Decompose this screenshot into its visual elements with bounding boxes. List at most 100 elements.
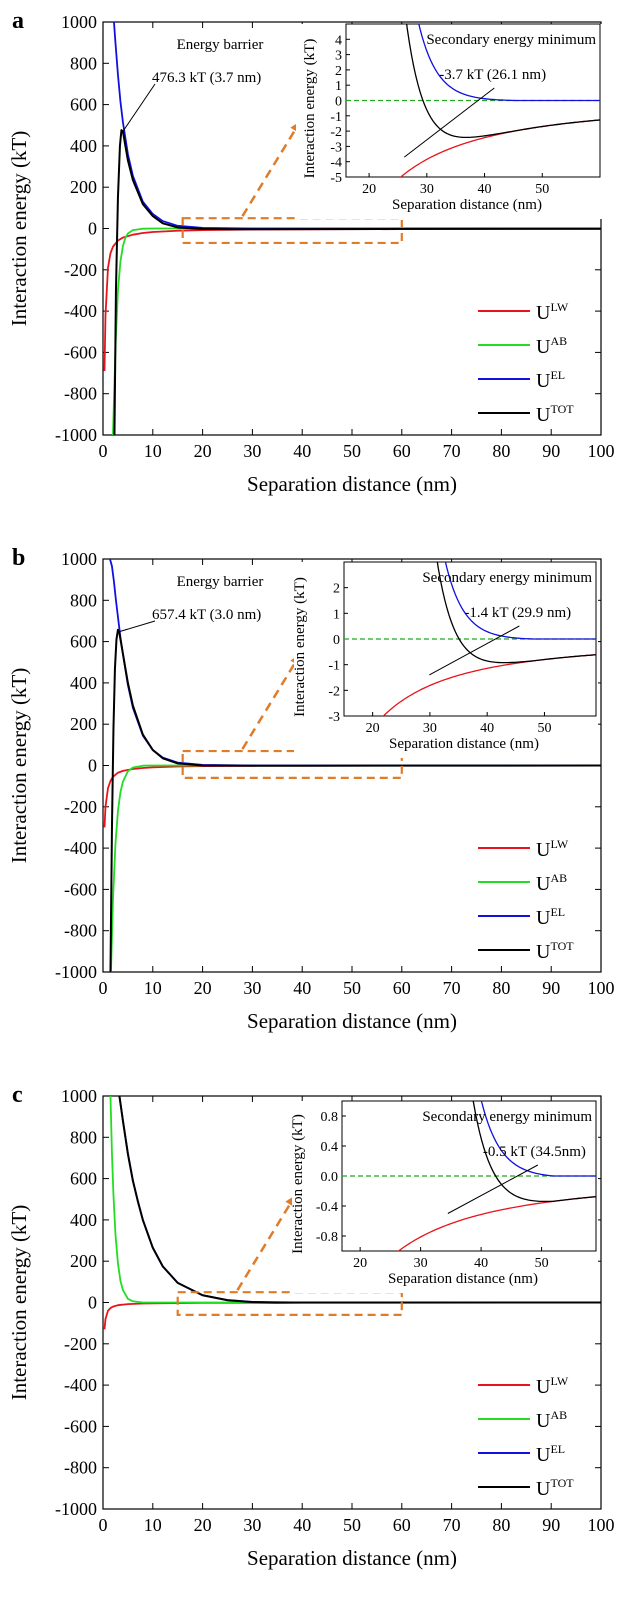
y-axis-title: Interaction energy (kT) <box>7 131 31 327</box>
inset-minimum-pointer <box>429 625 520 676</box>
inset-y-tick-label: 2 <box>333 582 340 597</box>
inset-y-tick-label: 1 <box>335 79 342 94</box>
legend-label-tot-sup: TOT <box>550 939 574 953</box>
inset-y-tick-label: 0.4 <box>321 1140 339 1155</box>
y-tick-label: 0 <box>88 219 97 239</box>
x-tick-label: 50 <box>343 1515 361 1535</box>
legend-label-ab: UAB <box>536 871 567 895</box>
x-tick-label: 10 <box>144 441 162 461</box>
x-tick-label: 20 <box>194 978 212 998</box>
inset-title-text: Secondary energy minimum <box>422 570 592 586</box>
legend-label-lw-sup: LW <box>550 1374 568 1388</box>
series-line-tot <box>113 129 601 435</box>
series-line-tot <box>109 628 601 972</box>
inset-y-tick-label: -0.8 <box>316 1230 338 1245</box>
zoom-arrow-shaft <box>241 120 302 217</box>
panel-letter: b <box>12 545 25 571</box>
x-tick-label: 100 <box>588 441 615 461</box>
zoom-region-box <box>181 217 403 245</box>
series-line-el <box>113 22 601 230</box>
zoom-arrow-shaft <box>241 653 302 750</box>
inset-x-tick-label: 20 <box>353 1256 367 1271</box>
inset-x-axis-title: Separation distance (nm) <box>389 736 539 752</box>
x-tick-label: 0 <box>99 441 108 461</box>
x-tick-label: 30 <box>243 441 261 461</box>
series-line-lw <box>103 228 601 372</box>
x-tick-label: 90 <box>542 441 560 461</box>
legend-label-ab-base: U <box>536 873 551 895</box>
inset-y-tick-label: -3 <box>328 710 340 725</box>
inset-x-tick-label: 40 <box>478 182 492 197</box>
inset-series-group <box>346 24 600 177</box>
y-tick-label: -1000 <box>55 962 97 982</box>
legend-label-ab-base: U <box>536 336 551 358</box>
x-tick-label: 30 <box>243 978 261 998</box>
legend-label-ab-sup: AB <box>550 334 567 348</box>
inset-y-tick-label: -3 <box>330 140 342 155</box>
x-tick-label: 100 <box>588 978 615 998</box>
panel-a: a0 10 20 30 40 50 60 70 80 90 10010008006004002000… <box>7 8 615 496</box>
inset-y-tick-label: 0 <box>335 95 342 110</box>
legend-label-tot-base: U <box>536 404 551 426</box>
legend-label-lw: ULW <box>536 1374 569 1398</box>
legend-label-lw-base: U <box>536 302 551 324</box>
x-axis-title: Separation distance (nm) <box>247 472 457 496</box>
x-tick-label: 80 <box>492 1515 510 1535</box>
y-tick-label: -400 <box>64 301 97 321</box>
inset-background <box>296 24 602 219</box>
x-tick-label: 10 <box>144 1515 162 1535</box>
energy-barrier-title: Energy barrier <box>177 37 264 53</box>
inset-x-tick-label: 20 <box>362 182 376 197</box>
legend-label-lw: ULW <box>536 837 569 861</box>
y-tick-label: -200 <box>64 797 97 817</box>
inset-y-tick-label: 3 <box>335 49 342 64</box>
inset-x-axis-title: Separation distance (nm) <box>388 1271 538 1287</box>
y-tick-label: -200 <box>64 1334 97 1354</box>
energy-barrier-pointer <box>118 620 156 633</box>
inset-y-tick-label: 1 <box>333 607 340 622</box>
x-tick-label: 70 <box>443 978 461 998</box>
y-tick-label: 200 <box>70 177 97 197</box>
y-tick-label: -800 <box>64 921 97 941</box>
inset-y-tick-label: 2 <box>335 64 342 79</box>
x-tick-label: 30 <box>243 1515 261 1535</box>
inset-background <box>294 562 598 758</box>
inset-background <box>292 1101 598 1293</box>
series-group <box>103 559 601 972</box>
legend-label-ab-sup: AB <box>550 871 567 885</box>
zoom-region-box <box>181 749 403 779</box>
legend-label-lw-base: U <box>536 839 551 861</box>
y-tick-label: -400 <box>64 1375 97 1395</box>
x-tick-label: 60 <box>393 1515 411 1535</box>
legend-label-ab: UAB <box>536 1408 567 1432</box>
inset-y-axis-title: Interaction energy (kT) <box>290 1114 306 1254</box>
inset-x-tick-label: 50 <box>537 721 551 736</box>
inset: 20 30 40 50 0.8 0.4 0.0 -0.4 -0.8 Separation dist… <box>290 1100 598 1293</box>
inset: 20 30 40 50 2 1 0 -1 -2 -3 Separation distance (nm… <box>292 561 598 758</box>
inset-x-tick-label: 20 <box>366 721 380 736</box>
x-tick-label: 50 <box>343 441 361 461</box>
inset-y-tick-label: -1 <box>330 110 342 125</box>
x-tick-label: 80 <box>492 441 510 461</box>
series-line-ab <box>110 764 601 972</box>
legend-label-el-base: U <box>536 1444 551 1466</box>
legend-label-el-sup: EL <box>550 905 565 919</box>
y-tick-label: 800 <box>70 53 97 73</box>
energy-barrier-title: Energy barrier <box>177 574 264 590</box>
legend-label-lw-base: U <box>536 1376 551 1398</box>
series-line-ab <box>109 1096 601 1304</box>
legend-label-tot-sup: TOT <box>550 402 574 416</box>
legend-label-tot: UTOT <box>536 402 574 426</box>
legend-label-el-base: U <box>536 370 551 392</box>
inset-y-tick-label: -2 <box>330 125 342 140</box>
y-tick-label: -200 <box>64 260 97 280</box>
legend-label-el-base: U <box>536 907 551 929</box>
inset-minimum-pointer <box>447 1164 539 1214</box>
inset-series-line-el <box>418 24 600 102</box>
series-group <box>103 22 601 435</box>
energy-barrier-value: 476.3 kT (3.7 nm) <box>152 70 261 86</box>
inset-y-axis-title: Interaction energy (kT) <box>302 39 318 179</box>
y-tick-label: -800 <box>64 384 97 404</box>
